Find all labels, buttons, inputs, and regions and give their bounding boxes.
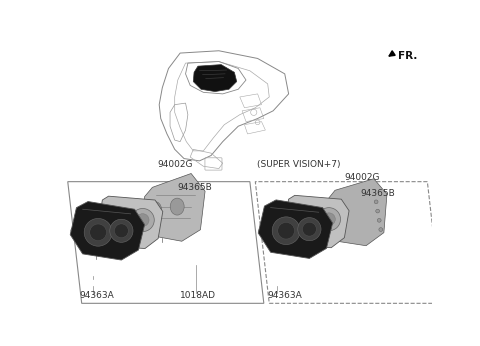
Polygon shape <box>141 173 205 241</box>
Text: 1018AD: 1018AD <box>180 291 216 300</box>
Polygon shape <box>287 195 349 248</box>
Circle shape <box>110 219 133 242</box>
Polygon shape <box>325 179 387 246</box>
Circle shape <box>374 200 378 204</box>
Circle shape <box>298 218 321 241</box>
Circle shape <box>131 209 154 231</box>
Text: 94120A: 94120A <box>304 208 339 217</box>
Polygon shape <box>258 200 333 258</box>
Text: 94363A: 94363A <box>79 291 114 300</box>
Circle shape <box>272 217 300 245</box>
Text: 94002G: 94002G <box>345 173 380 182</box>
Text: 94120A: 94120A <box>116 208 150 217</box>
Text: 94360D: 94360D <box>69 228 105 237</box>
Circle shape <box>323 213 336 226</box>
Polygon shape <box>193 65 237 92</box>
Circle shape <box>278 222 295 239</box>
Text: FR.: FR. <box>398 51 417 61</box>
Circle shape <box>106 209 132 235</box>
Text: 94363A: 94363A <box>268 291 302 300</box>
Text: 94365B: 94365B <box>360 189 396 198</box>
Ellipse shape <box>170 198 184 215</box>
Polygon shape <box>101 196 163 248</box>
Circle shape <box>377 218 381 222</box>
Text: 94360D: 94360D <box>258 228 293 237</box>
Polygon shape <box>70 201 144 260</box>
Text: 94002G: 94002G <box>157 160 192 169</box>
Circle shape <box>90 224 107 240</box>
Text: 94365B: 94365B <box>178 183 213 192</box>
Circle shape <box>84 218 112 246</box>
Circle shape <box>299 213 313 228</box>
Circle shape <box>376 209 380 213</box>
Circle shape <box>302 222 316 236</box>
Ellipse shape <box>146 201 162 218</box>
Circle shape <box>379 228 383 231</box>
Text: (SUPER VISION+7): (SUPER VISION+7) <box>257 160 340 169</box>
Circle shape <box>317 208 340 231</box>
Circle shape <box>136 214 149 226</box>
Circle shape <box>292 208 319 234</box>
Circle shape <box>112 215 127 229</box>
Circle shape <box>114 224 128 238</box>
